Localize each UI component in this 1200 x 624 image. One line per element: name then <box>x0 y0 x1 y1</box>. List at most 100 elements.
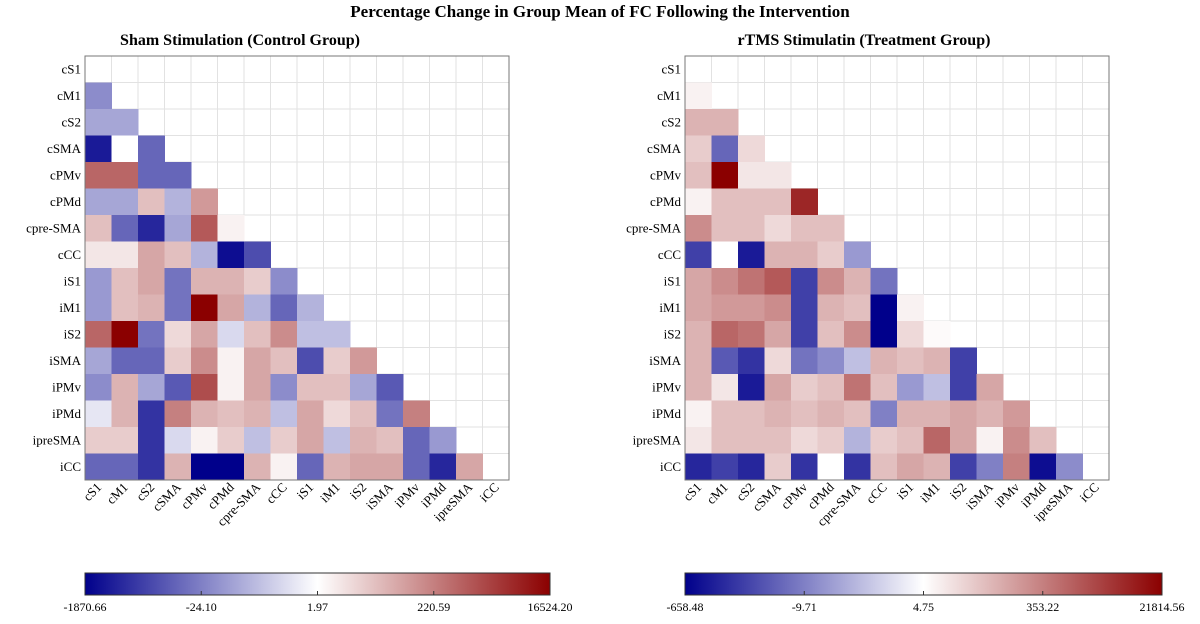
heatmap-cell-iPMv-iSMA <box>376 374 404 401</box>
heatmap-cell-ipreSMA-cPMv <box>791 427 818 454</box>
heatmap-cell-cpre-SMA-cSMA <box>164 215 192 242</box>
heatmap-cell-iM1-cSMA <box>164 294 192 322</box>
x-tick-label: cPMv <box>178 479 211 512</box>
heatmap-cell-ipreSMA-iS1 <box>297 427 324 454</box>
heatmap-cell-iS2-cpre-SMA <box>844 321 871 348</box>
heatmap-cell-cCC-cSMA <box>764 241 792 269</box>
heatmap-cell-iM1-cS1 <box>685 294 712 322</box>
heatmap-cell-iCC-cM1 <box>711 453 739 481</box>
heatmap-cell-iPMv-cS1 <box>685 374 712 401</box>
heatmap-cell-iCC-ipreSMA <box>1056 453 1083 481</box>
heatmap-cell-cPMd-cS2 <box>138 188 165 216</box>
heatmap-cell-iSMA-cCC <box>870 347 898 375</box>
y-tick-label: iPMd <box>52 406 81 421</box>
heatmap-cell-iPMv-cpre-SMA <box>244 374 271 401</box>
heatmap-cell-iSMA-iM1 <box>323 347 351 375</box>
heatmap-cell-cPMv-cS1 <box>85 162 112 189</box>
heatmap-cell-iSMA-cPMd <box>817 347 845 375</box>
heatmap-cell-ipreSMA-iSMA <box>376 427 404 454</box>
heatmap-cell-iPMv-cSMA <box>764 374 792 401</box>
heatmap-cell-iS2-cPMd <box>817 321 845 348</box>
heatmap-cell-cCC-cPMd <box>217 241 245 269</box>
heatmap-cell-iPMv-cCC <box>870 374 898 401</box>
heatmap-cell-iCC-cS1 <box>685 453 712 481</box>
colorbar-tick-label: -24.10 <box>186 600 217 614</box>
heatmap-cell-cCC-cpre-SMA <box>244 241 271 269</box>
heatmap-cell-iPMd-cM1 <box>711 400 739 428</box>
heatmap-cell-cPMd-cS2 <box>738 188 765 216</box>
heatmap-cell-iPMv-cPMd <box>217 374 245 401</box>
heatmap-cell-iS1-cS2 <box>738 268 765 295</box>
x-tick-label: cCC <box>863 480 890 507</box>
heatmap-cell-ipreSMA-iSMA <box>976 427 1004 454</box>
heatmap-cell-ipreSMA-cS1 <box>85 427 112 454</box>
heatmap-cell-iS1-cSMA <box>164 268 192 295</box>
heatmap-cell-cSMA-cM1 <box>711 135 739 163</box>
heatmap-cell-iPMd-iM1 <box>923 400 951 428</box>
heatmap-cell-iPMd-iM1 <box>323 400 351 428</box>
x-tick-label: cCC <box>263 480 290 507</box>
heatmap-cell-iSMA-cSMA <box>164 347 192 375</box>
heatmap-cell-iPMv-iS2 <box>950 374 977 401</box>
heatmap-cell-iS1-cM1 <box>111 268 139 295</box>
heatmap-cell-cPMv-cM1 <box>711 162 739 189</box>
heatmap-cell-iS1-cCC <box>270 268 298 295</box>
heatmap-cell-cpre-SMA-cM1 <box>711 215 739 242</box>
heatmap-cell-iSMA-cSMA <box>764 347 792 375</box>
y-tick-label: cS1 <box>62 61 82 76</box>
x-tick-label: cPMv <box>778 479 811 512</box>
heatmap-cell-iSMA-cS2 <box>138 347 165 375</box>
y-tick-label: cM1 <box>657 88 681 103</box>
y-tick-label: ipreSMA <box>633 432 682 447</box>
heatmap-cell-iS2-cSMA <box>764 321 792 348</box>
heatmap-cell-iM1-cPMv <box>191 294 218 322</box>
x-tick-label: cS1 <box>80 480 104 504</box>
heatmap-cell-iPMv-cSMA <box>164 374 192 401</box>
heatmap-cell-iPMd-cS2 <box>738 400 765 428</box>
heatmap-cell-iM1-cpre-SMA <box>244 294 271 322</box>
heatmap-cell-iPMd-iS2 <box>950 400 977 428</box>
heatmap-cell-iPMv-cPMv <box>191 374 218 401</box>
heatmap-cell-iPMd-cSMA <box>764 400 792 428</box>
heatmap-cell-iPMv-cS2 <box>738 374 765 401</box>
heatmap-cell-iCC-cPMd <box>817 453 845 481</box>
heatmap-cell-iS2-cS2 <box>138 321 165 348</box>
heatmap-cell-iPMv-iSMA <box>976 374 1004 401</box>
x-tick-label: iPMv <box>391 479 422 510</box>
y-tick-label: cpre-SMA <box>626 220 681 235</box>
heatmap-cell-ipreSMA-cCC <box>870 427 898 454</box>
heatmap-cell-cCC-cM1 <box>111 241 139 269</box>
heatmap-cell-iSMA-iS1 <box>897 347 924 375</box>
colorbar-tick-label: 353.22 <box>1026 600 1059 614</box>
heatmap-cell-iPMd-cS1 <box>85 400 112 428</box>
heatmap-cell-iSMA-iS2 <box>350 347 377 375</box>
y-tick-label: cSMA <box>647 141 682 156</box>
heatmap-cell-iSMA-cpre-SMA <box>844 347 871 375</box>
heatmap-cell-iS1-cS2 <box>138 268 165 295</box>
y-tick-label: iS1 <box>64 273 81 288</box>
heatmap-cell-ipreSMA-iS1 <box>897 427 924 454</box>
heatmap-cell-iCC-cPMd <box>217 453 245 481</box>
y-tick-label: cS2 <box>662 114 682 129</box>
heatmap-cell-cpre-SMA-cPMv <box>791 215 818 242</box>
heatmap-cell-iM1-cPMv <box>791 294 818 322</box>
heatmap-cell-ipreSMA-cM1 <box>111 427 139 454</box>
heatmap-cell-iCC-ipreSMA <box>456 453 483 481</box>
heatmap-cell-cpre-SMA-cM1 <box>111 215 139 242</box>
heatmap-cell-ipreSMA-cS2 <box>138 427 165 454</box>
heatmap-cell-ipreSMA-iPMd <box>429 427 457 454</box>
heatmap-cell-iM1-cS1 <box>85 294 112 322</box>
heatmap-cell-iS1-cS1 <box>85 268 112 295</box>
heatmap-cell-iM1-cCC <box>270 294 298 322</box>
heatmap-cell-cpre-SMA-cPMd <box>817 215 845 242</box>
x-tick-label: iSMA <box>963 479 997 513</box>
colorbar-tick-label: 21814.56 <box>1140 600 1185 614</box>
heatmap-cell-iSMA-cS2 <box>738 347 765 375</box>
colorbar-tick-label: 220.59 <box>417 600 450 614</box>
colorbar-tick-label: 1.97 <box>307 600 328 614</box>
heatmap-cell-cS2-cM1 <box>111 109 139 136</box>
heatmap-cell-cpre-SMA-cPMd <box>217 215 245 242</box>
heatmap-cell-iCC-cCC <box>270 453 298 481</box>
x-tick-label: iPMv <box>991 479 1022 510</box>
